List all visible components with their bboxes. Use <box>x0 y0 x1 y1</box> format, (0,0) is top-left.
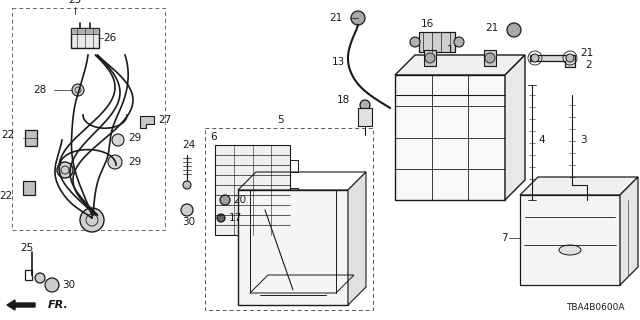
Text: 21: 21 <box>484 23 498 33</box>
Text: TBA4B0600A: TBA4B0600A <box>566 303 625 312</box>
Circle shape <box>454 37 464 47</box>
Circle shape <box>35 273 45 283</box>
Text: 29: 29 <box>128 133 141 143</box>
Polygon shape <box>23 181 35 195</box>
Bar <box>520 195 620 285</box>
Text: FR.: FR. <box>48 300 68 310</box>
Bar <box>419 32 455 52</box>
Polygon shape <box>140 116 154 128</box>
Text: 20: 20 <box>233 195 246 205</box>
Circle shape <box>425 53 435 63</box>
Text: 27: 27 <box>158 115 172 125</box>
Polygon shape <box>505 55 525 200</box>
Circle shape <box>80 208 104 232</box>
Text: 5: 5 <box>276 115 284 125</box>
Bar <box>290 188 298 200</box>
Bar <box>290 216 298 228</box>
Circle shape <box>108 155 122 169</box>
Text: 2: 2 <box>585 60 591 70</box>
Text: 18: 18 <box>337 95 350 105</box>
Circle shape <box>217 214 225 222</box>
Circle shape <box>181 204 193 216</box>
Text: 1: 1 <box>447 45 454 55</box>
Circle shape <box>45 278 59 292</box>
Bar <box>484 50 496 66</box>
Circle shape <box>485 53 495 63</box>
Text: 3: 3 <box>580 135 587 145</box>
Ellipse shape <box>559 245 581 255</box>
Bar <box>238 190 348 305</box>
FancyArrow shape <box>7 300 35 310</box>
Bar <box>424 50 436 66</box>
Bar <box>290 160 298 172</box>
Polygon shape <box>530 55 575 67</box>
Polygon shape <box>71 28 99 34</box>
Polygon shape <box>620 177 638 285</box>
Text: 22: 22 <box>2 130 15 140</box>
Text: 24: 24 <box>182 140 195 150</box>
Text: 29: 29 <box>128 157 141 167</box>
Bar <box>71 28 99 48</box>
Text: 30: 30 <box>182 217 195 227</box>
Bar <box>215 145 290 235</box>
Circle shape <box>566 54 574 62</box>
Bar <box>395 75 505 200</box>
Polygon shape <box>395 55 525 75</box>
Text: 22: 22 <box>0 191 12 201</box>
Polygon shape <box>520 177 638 195</box>
Text: 13: 13 <box>332 57 345 67</box>
Polygon shape <box>348 172 366 305</box>
Circle shape <box>220 195 230 205</box>
Text: 17: 17 <box>229 213 243 223</box>
Text: 28: 28 <box>33 85 46 95</box>
Circle shape <box>72 84 84 96</box>
Bar <box>205 128 373 310</box>
Circle shape <box>507 23 521 37</box>
Text: 21: 21 <box>329 13 342 23</box>
Text: 16: 16 <box>420 19 434 29</box>
Circle shape <box>112 134 124 146</box>
Circle shape <box>360 100 370 110</box>
Polygon shape <box>25 130 37 146</box>
Text: 7: 7 <box>501 233 508 243</box>
Text: 30: 30 <box>62 280 75 290</box>
Text: 21: 21 <box>580 48 593 58</box>
Text: 6: 6 <box>210 132 216 142</box>
Circle shape <box>531 54 539 62</box>
Circle shape <box>183 181 191 189</box>
Text: 25: 25 <box>20 243 33 253</box>
Circle shape <box>57 162 73 178</box>
Circle shape <box>351 11 365 25</box>
Text: 26: 26 <box>103 33 116 43</box>
Circle shape <box>410 37 420 47</box>
Bar <box>358 108 372 126</box>
Text: 4: 4 <box>538 135 545 145</box>
Text: 23: 23 <box>68 0 82 5</box>
